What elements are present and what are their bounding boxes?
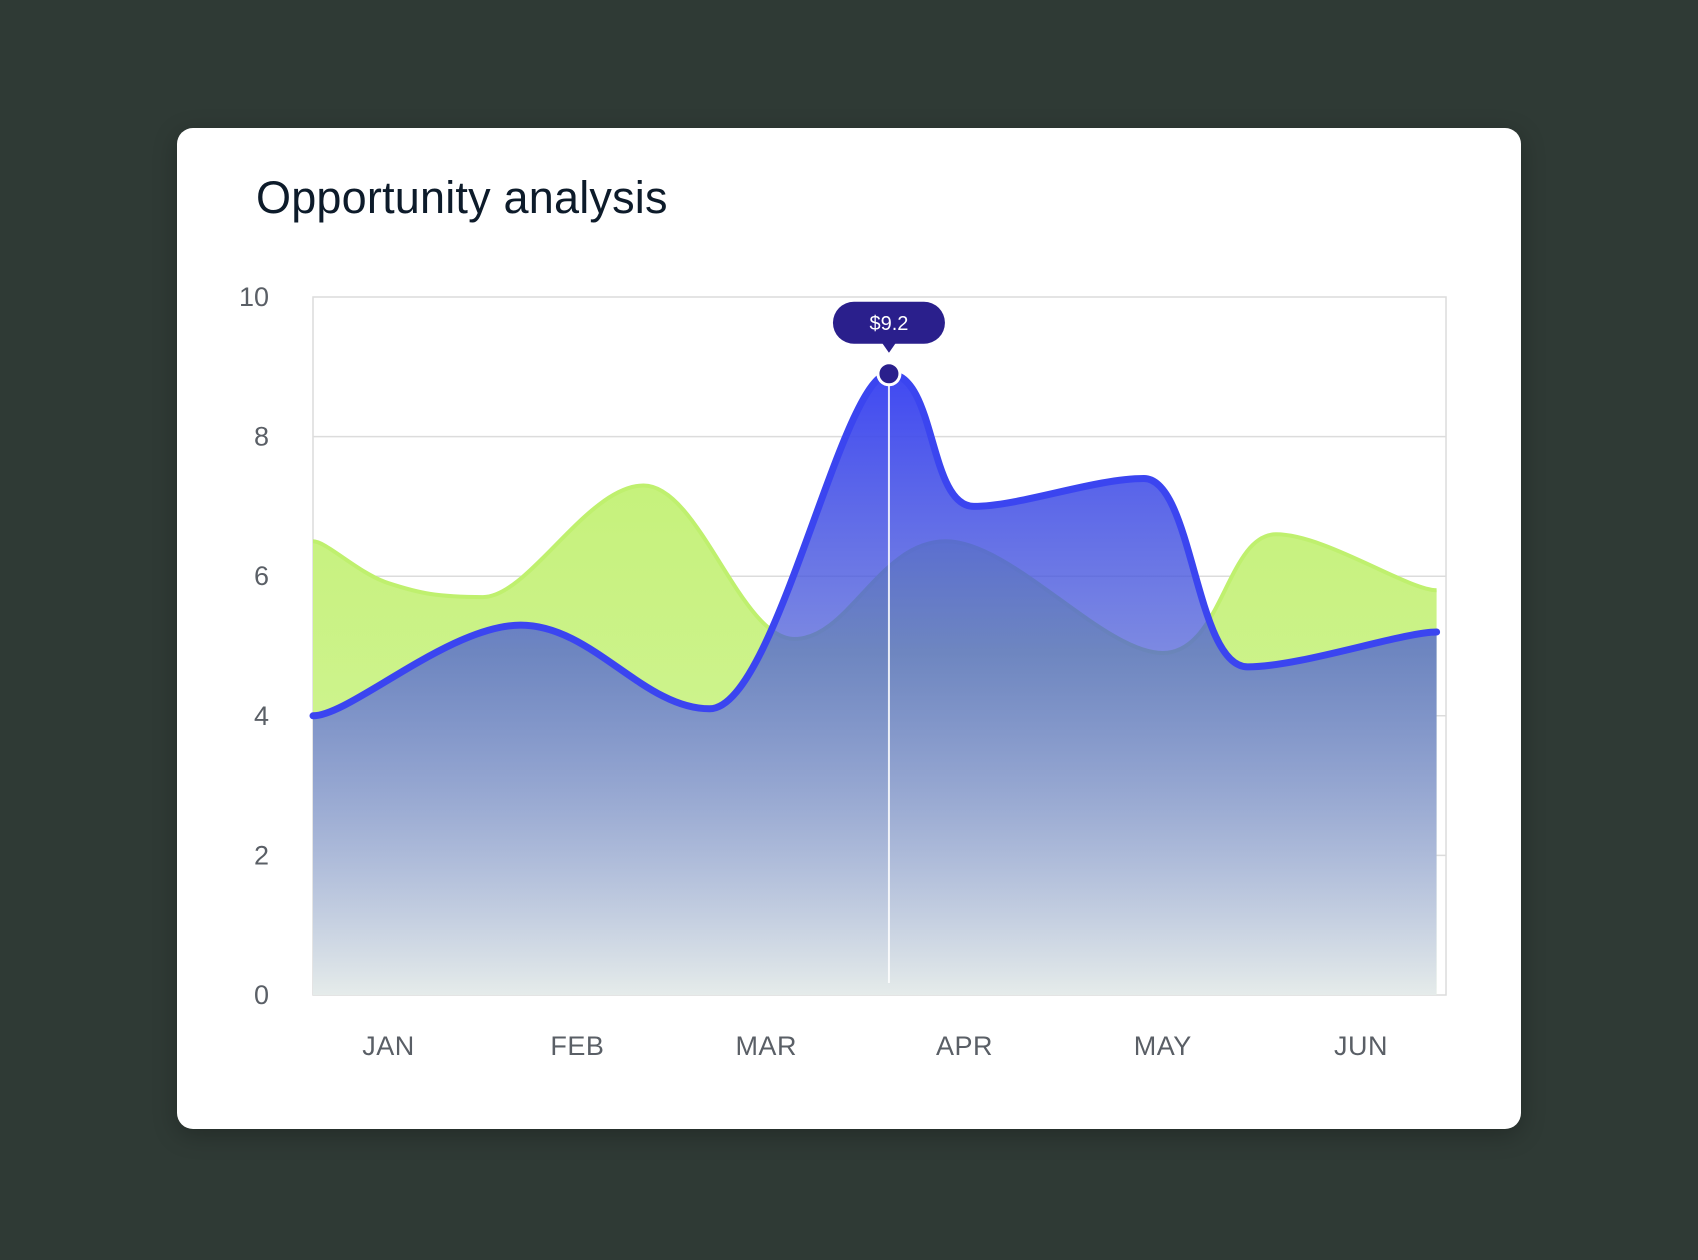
y-tick-label: 2 [254,840,269,870]
x-category-label: JAN [362,1031,415,1061]
chart-card: Opportunity analysis 0 2 4 6 8 10 $9.2 JAN FEB MA… [177,128,1521,1129]
tooltip-pointer [881,342,896,353]
series-blue-area [313,373,1437,995]
y-tick-label: 8 [254,422,269,452]
y-tick-label: 6 [254,561,269,591]
tooltip-bubble [832,301,945,344]
x-category-label: MAY [1134,1031,1192,1061]
x-category-label: FEB [550,1031,604,1061]
y-tick-label: 10 [239,282,269,312]
x-category-label: APR [936,1031,993,1061]
series-blue-line [309,370,1441,720]
highlight-point [876,361,902,387]
chart-title: Opportunity analysis [256,172,668,223]
tooltip-value: $9.2 [869,313,908,335]
y-tick-label: 4 [254,701,269,731]
x-category-label: JUN [1334,1031,1388,1061]
x-category-label: MAR [735,1031,797,1061]
y-tick-label: 0 [254,980,269,1010]
opportunity-area-chart: 0 2 4 6 8 10 $9.2 JAN FEB MAR APR MAY JUN [239,282,1447,1061]
